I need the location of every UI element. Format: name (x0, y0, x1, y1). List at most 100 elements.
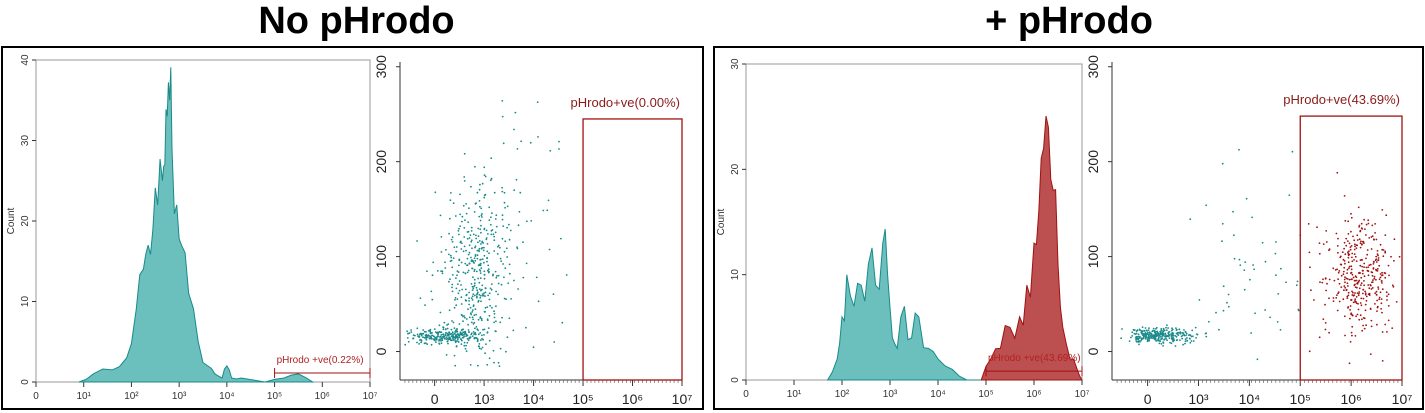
event-dot (494, 231, 497, 234)
event-dot (462, 204, 465, 207)
event-dot (1370, 248, 1373, 250)
event-dot (451, 286, 453, 289)
event-dot (450, 259, 453, 262)
event-dot (1253, 268, 1255, 271)
event-dot (479, 228, 482, 231)
event-dot (479, 339, 482, 341)
event-dot (457, 292, 460, 295)
event-dot (458, 289, 461, 292)
event-dot (1363, 242, 1365, 245)
y-tick-label: 0 (373, 347, 389, 355)
event-dot (1350, 268, 1353, 271)
event-dot (1347, 285, 1349, 287)
event-dot (468, 337, 471, 340)
event-dot (431, 298, 434, 301)
event-dot (1189, 341, 1192, 344)
event-dot (1362, 288, 1365, 291)
x-tick-label: 10² (124, 391, 139, 402)
event-dot (470, 226, 473, 229)
event-dot (1165, 326, 1167, 329)
event-dot (1316, 226, 1318, 229)
x-tick-label: 10⁵ (1290, 391, 1311, 407)
event-dot (497, 245, 499, 248)
event-dot (449, 254, 452, 257)
event-dot (1374, 303, 1376, 305)
event-dot (458, 227, 460, 230)
event-dot (483, 292, 485, 294)
event-dot (455, 331, 457, 333)
event-dot (1375, 261, 1378, 263)
event-dot (454, 364, 457, 367)
event-dot (466, 271, 469, 274)
event-dot (1164, 334, 1167, 336)
event-dot (1184, 340, 1187, 343)
event-dot (463, 227, 466, 229)
event-dot (1184, 338, 1187, 341)
event-dot (440, 342, 443, 344)
event-dot (1161, 330, 1163, 332)
x-tick-label: 10³ (883, 389, 898, 400)
event-dot (1346, 272, 1348, 274)
event-dot (1363, 280, 1365, 282)
event-dot (469, 364, 472, 366)
event-dot (484, 287, 487, 289)
event-dot (1222, 309, 1225, 312)
event-dot (486, 331, 489, 334)
event-dot (467, 230, 470, 233)
event-dot (1160, 338, 1162, 341)
event-dot (476, 292, 479, 295)
event-dot (429, 329, 431, 332)
event-dot (1360, 222, 1363, 225)
event-dot (435, 341, 437, 343)
event-dot (449, 278, 451, 281)
event-dot (458, 280, 461, 282)
event-dot (1276, 321, 1279, 323)
event-dot (404, 343, 407, 346)
event-dot (1354, 255, 1357, 258)
event-dot (477, 301, 480, 303)
event-dot (1120, 337, 1122, 340)
event-dot (456, 336, 459, 338)
event-dot (481, 346, 484, 349)
event-dot (1185, 334, 1187, 337)
event-dot (1361, 265, 1363, 268)
histogram-series-positive (980, 115, 1083, 381)
event-dot (1370, 284, 1372, 287)
event-dot (459, 193, 461, 196)
event-dot (1170, 335, 1173, 338)
event-dot (1355, 296, 1358, 298)
event-dot (1308, 251, 1311, 254)
event-dot (1372, 279, 1374, 281)
event-dot (1383, 272, 1386, 274)
event-dot (1375, 238, 1378, 241)
event-dot (1321, 281, 1324, 284)
event-dot (1384, 234, 1387, 237)
event-dot (485, 229, 488, 232)
event-dot (1374, 232, 1376, 234)
event-dot (1341, 251, 1344, 254)
event-dot (1354, 279, 1356, 282)
event-dot (473, 294, 476, 297)
event-dot (1391, 284, 1394, 287)
y-tick-label: 0 (20, 379, 31, 385)
event-dot (481, 213, 483, 215)
event-dot (1343, 289, 1345, 292)
event-dot (1353, 253, 1356, 256)
event-dot (446, 327, 449, 330)
event-dot (1251, 216, 1253, 219)
event-dot (491, 229, 494, 231)
x-tick-label: 10¹ (76, 391, 91, 402)
event-dot (535, 276, 538, 279)
event-dot (1355, 315, 1357, 318)
event-dot (1160, 343, 1163, 345)
event-dot (1256, 358, 1259, 361)
event-dot (1309, 266, 1311, 269)
event-dot (1387, 319, 1390, 322)
event-dot (1215, 311, 1217, 314)
event-dot (420, 341, 422, 344)
y-tick-label: 10 (730, 269, 741, 281)
event-dot (529, 141, 532, 144)
event-dot (1351, 252, 1354, 255)
event-dot (1348, 267, 1350, 269)
event-dot (1155, 333, 1157, 336)
